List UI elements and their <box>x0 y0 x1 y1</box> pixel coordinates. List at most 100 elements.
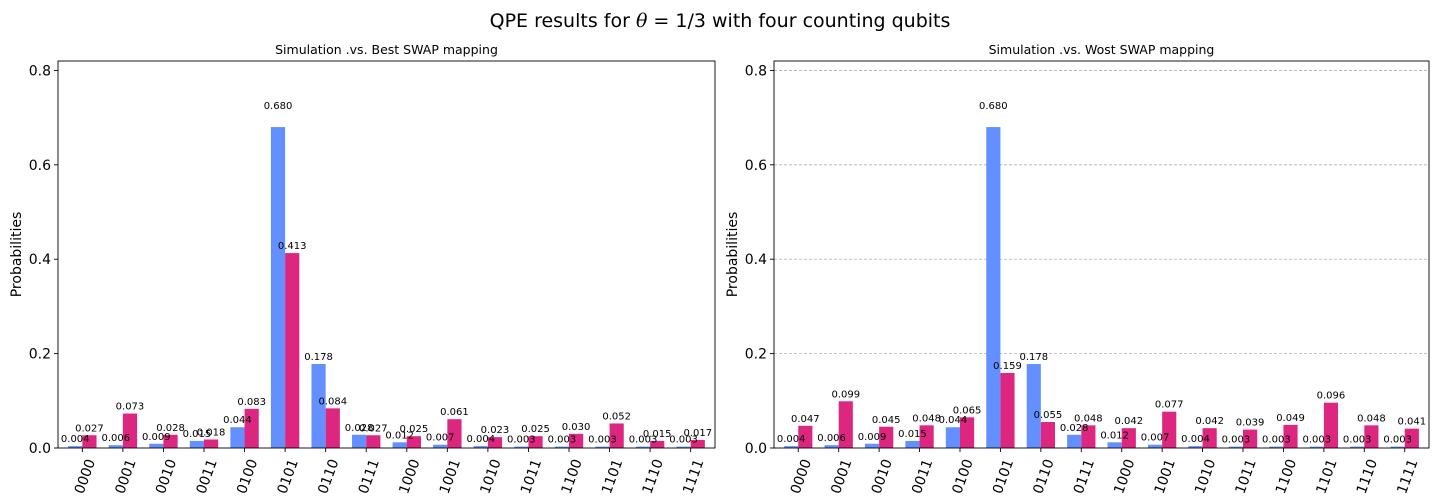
worst-swap-y-tick-label: 0.4 <box>745 252 767 268</box>
best-swap-bar-s0-0010 <box>149 443 164 448</box>
best-swap-bar-s1-1111 <box>690 439 705 448</box>
worst-swap-y-axis-label: Probabilities <box>725 212 741 298</box>
best-swap-y-tick-label: 0.0 <box>29 441 51 457</box>
best-swap-x-tick-label: 1001 <box>437 457 464 496</box>
best-swap-data-label-s0: 0.003 <box>507 435 536 446</box>
worst-swap-x-tick-label: 0001 <box>828 457 855 496</box>
worst-swap-bar-s1-1011 <box>1243 429 1258 448</box>
best-swap-data-label-s1: 0.073 <box>116 402 145 413</box>
worst-swap-bar-s0-0001 <box>824 445 839 448</box>
best-swap-bar-s0-1000 <box>392 442 407 448</box>
best-swap-x-tick-label: 0110 <box>315 457 342 496</box>
worst-swap-bar-s0-0111 <box>1067 434 1082 448</box>
best-swap-data-label-s1: 0.017 <box>683 428 712 439</box>
best-swap-x-tick-label: 1000 <box>396 457 423 496</box>
worst-swap-x-tick-label: 1111 <box>1394 457 1421 496</box>
best-swap-bar-s1-0110 <box>325 408 340 448</box>
best-swap-bar-s1-1100 <box>569 433 584 448</box>
best-swap-x-tick-label: 0010 <box>153 457 180 496</box>
worst-swap-bar-s1-0000 <box>798 425 813 448</box>
worst-swap-data-label-s1: 0.048 <box>912 413 941 424</box>
worst-swap-data-label-s0: 0.007 <box>1141 433 1170 444</box>
worst-swap-bar-s0-1000 <box>1107 442 1122 448</box>
worst-swap-bar-s0-0000 <box>784 446 799 448</box>
worst-swap-y-tick-label: 0.6 <box>745 158 767 174</box>
worst-swap-x-tick-label: 1010 <box>1192 457 1219 496</box>
best-swap-data-label-s1: 0.027 <box>75 423 104 434</box>
best-swap-data-label-s1: 0.083 <box>237 397 266 408</box>
best-swap-data-label-s0: 0.044 <box>223 415 252 426</box>
best-swap-bar-s1-0100 <box>244 408 259 448</box>
worst-swap-data-label-s1: 0.159 <box>993 361 1022 372</box>
best-swap-x-tick-label: 1100 <box>559 457 586 496</box>
best-swap-bar-s0-0001 <box>108 445 123 448</box>
worst-swap-bar-s1-0101 <box>1000 372 1015 448</box>
best-swap-data-label-s1: 0.052 <box>602 411 631 422</box>
worst-swap-bar-s1-0110 <box>1040 422 1056 448</box>
best-swap-bar-s1-1110 <box>650 440 665 448</box>
best-swap-data-label-s1: 0.413 <box>278 241 307 252</box>
best-swap-x-tick-label: 1010 <box>477 457 504 496</box>
worst-swap-data-label-s1: 0.055 <box>1034 410 1063 421</box>
worst-swap-data-label-s0: 0.680 <box>979 101 1008 112</box>
worst-swap-x-tick-label: 0111 <box>1071 457 1098 496</box>
worst-swap-data-label-s0: 0.003 <box>1262 435 1291 446</box>
worst-swap-data-label-s1: 0.042 <box>1114 416 1143 427</box>
worst-swap-bar-s1-1110 <box>1364 425 1379 448</box>
best-swap-bar-s1-1000 <box>406 436 421 448</box>
worst-swap-bar-s0-0110 <box>1026 363 1041 448</box>
worst-swap-x-tick-label: 0110 <box>1030 457 1057 496</box>
worst-swap-bar-s1-0011 <box>919 425 934 448</box>
best-swap-data-label-s0: 0.028 <box>345 423 374 434</box>
best-swap-bar-s0-0101 <box>270 127 286 448</box>
best-swap-x-tick-label: 0111 <box>356 457 383 496</box>
best-swap-bar-s0-1110 <box>635 446 651 448</box>
best-swap-data-label-s0: 0.007 <box>426 433 455 444</box>
best-swap-bar-s1-0011 <box>204 439 219 448</box>
best-swap-data-label-s1: 0.084 <box>318 396 347 407</box>
worst-swap-y-tick-label: 0.0 <box>745 441 767 457</box>
best-swap-chart-title: Simulation .vs. Best SWAP mapping <box>275 42 498 57</box>
worst-swap-data-label-s1: 0.096 <box>1317 391 1346 402</box>
worst-swap-bar-s1-1001 <box>1162 411 1177 448</box>
best-swap-x-tick-label: 1101 <box>599 457 626 496</box>
worst-swap-data-label-s0: 0.009 <box>858 432 887 443</box>
worst-swap-data-label-s0: 0.004 <box>1181 434 1210 445</box>
worst-swap-data-label-s0: 0.003 <box>1343 435 1372 446</box>
worst-swap-x-tick-label: 1101 <box>1313 457 1340 496</box>
worst-swap-bar-s0-1010 <box>1188 446 1203 448</box>
worst-swap-chart: Simulation .vs. Wost SWAP mapping 0.004 0.… <box>725 42 1430 496</box>
worst-swap-data-label-s0: 0.012 <box>1100 430 1129 441</box>
best-swap-bar-s0-0111 <box>352 434 367 448</box>
worst-swap-x-tick-label: 1001 <box>1152 457 1179 496</box>
worst-swap-bar-s0-1001 <box>1147 444 1163 448</box>
best-swap-bar-s0-1011 <box>514 446 529 448</box>
worst-swap-data-label-s0: 0.028 <box>1060 423 1089 434</box>
worst-swap-data-label-s1: 0.048 <box>1357 413 1386 424</box>
best-swap-data-label-s1: 0.030 <box>562 422 591 433</box>
worst-swap-bar-s0-1101 <box>1309 446 1324 448</box>
best-swap-x-tick-label: 0101 <box>275 457 302 496</box>
best-swap-bar-s0-1001 <box>433 444 448 448</box>
best-swap-y-tick-label: 0.6 <box>29 158 51 174</box>
best-swap-bar-s1-1010 <box>487 437 503 448</box>
best-swap-data-label-s0: 0.012 <box>385 430 414 441</box>
best-swap-bar-s0-0000 <box>68 446 83 448</box>
best-swap-bar-s1-0101 <box>285 253 300 448</box>
best-swap-data-label-s1: 0.028 <box>156 423 185 434</box>
worst-swap-chart-title: Simulation .vs. Wost SWAP mapping <box>989 42 1215 57</box>
best-swap-bar-s1-1011 <box>528 436 543 448</box>
best-swap-x-tick-label: 0100 <box>234 457 261 496</box>
best-swap-x-tick-label: 1111 <box>680 457 707 496</box>
worst-swap-data-label-s0: 0.004 <box>777 434 806 445</box>
best-swap-x-tick-label: 1011 <box>518 457 545 496</box>
best-swap-data-label-s0: 0.004 <box>466 434 495 445</box>
worst-swap-x-tick-label: 0101 <box>990 457 1017 496</box>
worst-swap-bar-s1-0001 <box>838 401 853 448</box>
worst-swap-bar-s1-1000 <box>1121 428 1136 448</box>
worst-swap-bar-s1-0010 <box>879 426 894 448</box>
worst-swap-bar-s1-0111 <box>1081 425 1096 448</box>
worst-swap-data-label-s1: 0.041 <box>1397 417 1426 428</box>
worst-swap-data-label-s0: 0.015 <box>898 429 927 440</box>
